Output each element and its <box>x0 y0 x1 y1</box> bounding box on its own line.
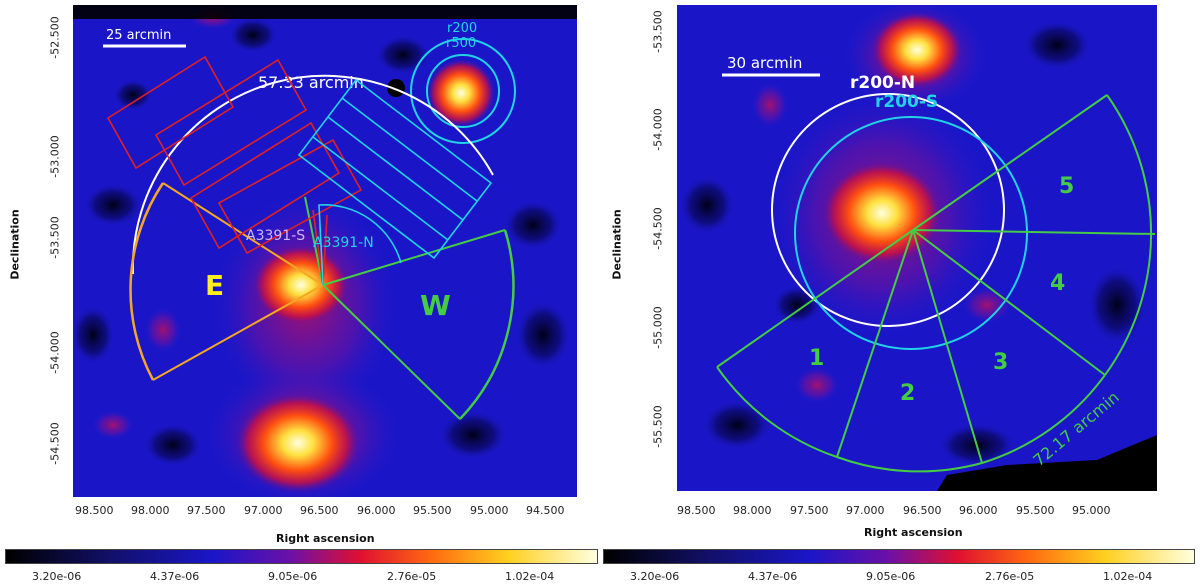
left-emission <box>93 5 495 497</box>
left-image-canvas: 25 arcmin r200 r500 57.33 arcmin <box>73 5 577 497</box>
west-label: W <box>420 289 451 322</box>
radius-label: 57.33 arcmin <box>258 73 364 92</box>
y-tick: -53.500 <box>48 216 62 259</box>
r200-n-label: r200-N <box>850 73 915 93</box>
left-xray-image: 25 arcmin r200 r500 57.33 arcmin <box>73 5 577 497</box>
a3391-s-label: A3391-S <box>246 228 305 244</box>
colorbar-tick: 4.37e-06 <box>748 570 798 583</box>
x-tick: 97.500 <box>187 504 226 517</box>
sector-label-3: 3 <box>993 350 1008 375</box>
y-tick: -53.000 <box>48 135 62 178</box>
r200-n-circle <box>771 93 1005 327</box>
red-boxes <box>106 55 363 286</box>
x-tick: 97.000 <box>244 504 283 517</box>
colorbar-tick: 4.37e-06 <box>150 570 200 583</box>
right-image-canvas: 30 arcmin r200-N r200-S 1 2 3 4 5 72.17 … <box>677 5 1157 491</box>
image-edge-mask <box>73 5 577 19</box>
right-ylabel: Declination <box>610 209 624 280</box>
scale-bar-label: 30 arcmin <box>727 54 802 72</box>
east-label: E <box>205 269 224 302</box>
image-edge-mask <box>937 435 1157 491</box>
left-colorbar <box>5 549 598 564</box>
r200-circle <box>410 38 516 144</box>
y-tick: -55.500 <box>651 405 665 448</box>
sector-label-2: 2 <box>900 381 915 406</box>
x-tick: 95.500 <box>413 504 452 517</box>
y-tick: -54.000 <box>651 108 665 151</box>
right-xlabel: Right ascension <box>864 526 963 539</box>
left-ylabel: Declination <box>8 209 22 280</box>
east-sector <box>129 182 324 381</box>
x-tick: 95.000 <box>1072 504 1111 517</box>
x-tick: 96.500 <box>903 504 942 517</box>
right-xray-image: 30 arcmin r200-N r200-S 1 2 3 4 5 72.17 … <box>677 5 1157 491</box>
left-xlabel: Right ascension <box>276 532 375 545</box>
r200-label: r200 <box>447 21 477 36</box>
right-emission <box>752 5 1011 403</box>
right-colorbar <box>603 549 1195 564</box>
x-tick: 96.000 <box>357 504 396 517</box>
y-tick: -53.500 <box>651 10 665 53</box>
colorbar-tick: 3.20e-06 <box>32 570 82 583</box>
masked-source <box>387 79 405 97</box>
radius-arc-white <box>131 74 494 275</box>
y-tick: -54.500 <box>651 207 665 250</box>
r500-label: r500 <box>446 36 476 51</box>
colorbar-tick: 2.76e-05 <box>985 570 1035 583</box>
sector-label-5: 5 <box>1059 174 1074 199</box>
x-tick: 98.500 <box>677 504 716 517</box>
sector-label-4: 4 <box>1050 271 1065 296</box>
x-tick: 98.000 <box>733 504 772 517</box>
colorbar-tick: 1.02e-04 <box>1103 570 1153 583</box>
y-tick: -55.000 <box>651 306 665 349</box>
r500-circle <box>426 54 500 128</box>
x-tick: 94.500 <box>526 504 565 517</box>
x-tick: 95.000 <box>470 504 509 517</box>
scale-bar-label: 25 arcmin <box>106 28 171 43</box>
r200-s-circle <box>794 116 1028 350</box>
cyan-boxes <box>297 78 493 286</box>
x-tick: 98.000 <box>131 504 170 517</box>
x-tick: 96.000 <box>959 504 998 517</box>
colorbar-tick: 2.76e-05 <box>387 570 437 583</box>
colorbar-tick: 9.05e-06 <box>268 570 318 583</box>
colorbar-tick: 1.02e-04 <box>505 570 555 583</box>
a3391-n-label: A3391-N <box>313 235 374 251</box>
x-tick: 95.500 <box>1016 504 1055 517</box>
x-tick: 97.500 <box>790 504 829 517</box>
x-tick: 98.500 <box>75 504 114 517</box>
x-tick: 96.500 <box>300 504 339 517</box>
colorbar-tick: 9.05e-06 <box>866 570 916 583</box>
west-sector <box>304 196 515 420</box>
y-tick: -54.000 <box>48 331 62 374</box>
x-tick: 97.000 <box>846 504 885 517</box>
y-tick: -54.500 <box>48 422 62 465</box>
y-tick: -52.500 <box>48 16 62 59</box>
colorbar-tick: 3.20e-06 <box>630 570 680 583</box>
green-sectors <box>716 94 1156 473</box>
left-dark-patches <box>73 17 571 467</box>
sector-label-1: 1 <box>809 346 824 371</box>
r200-s-label: r200-S <box>875 92 938 112</box>
